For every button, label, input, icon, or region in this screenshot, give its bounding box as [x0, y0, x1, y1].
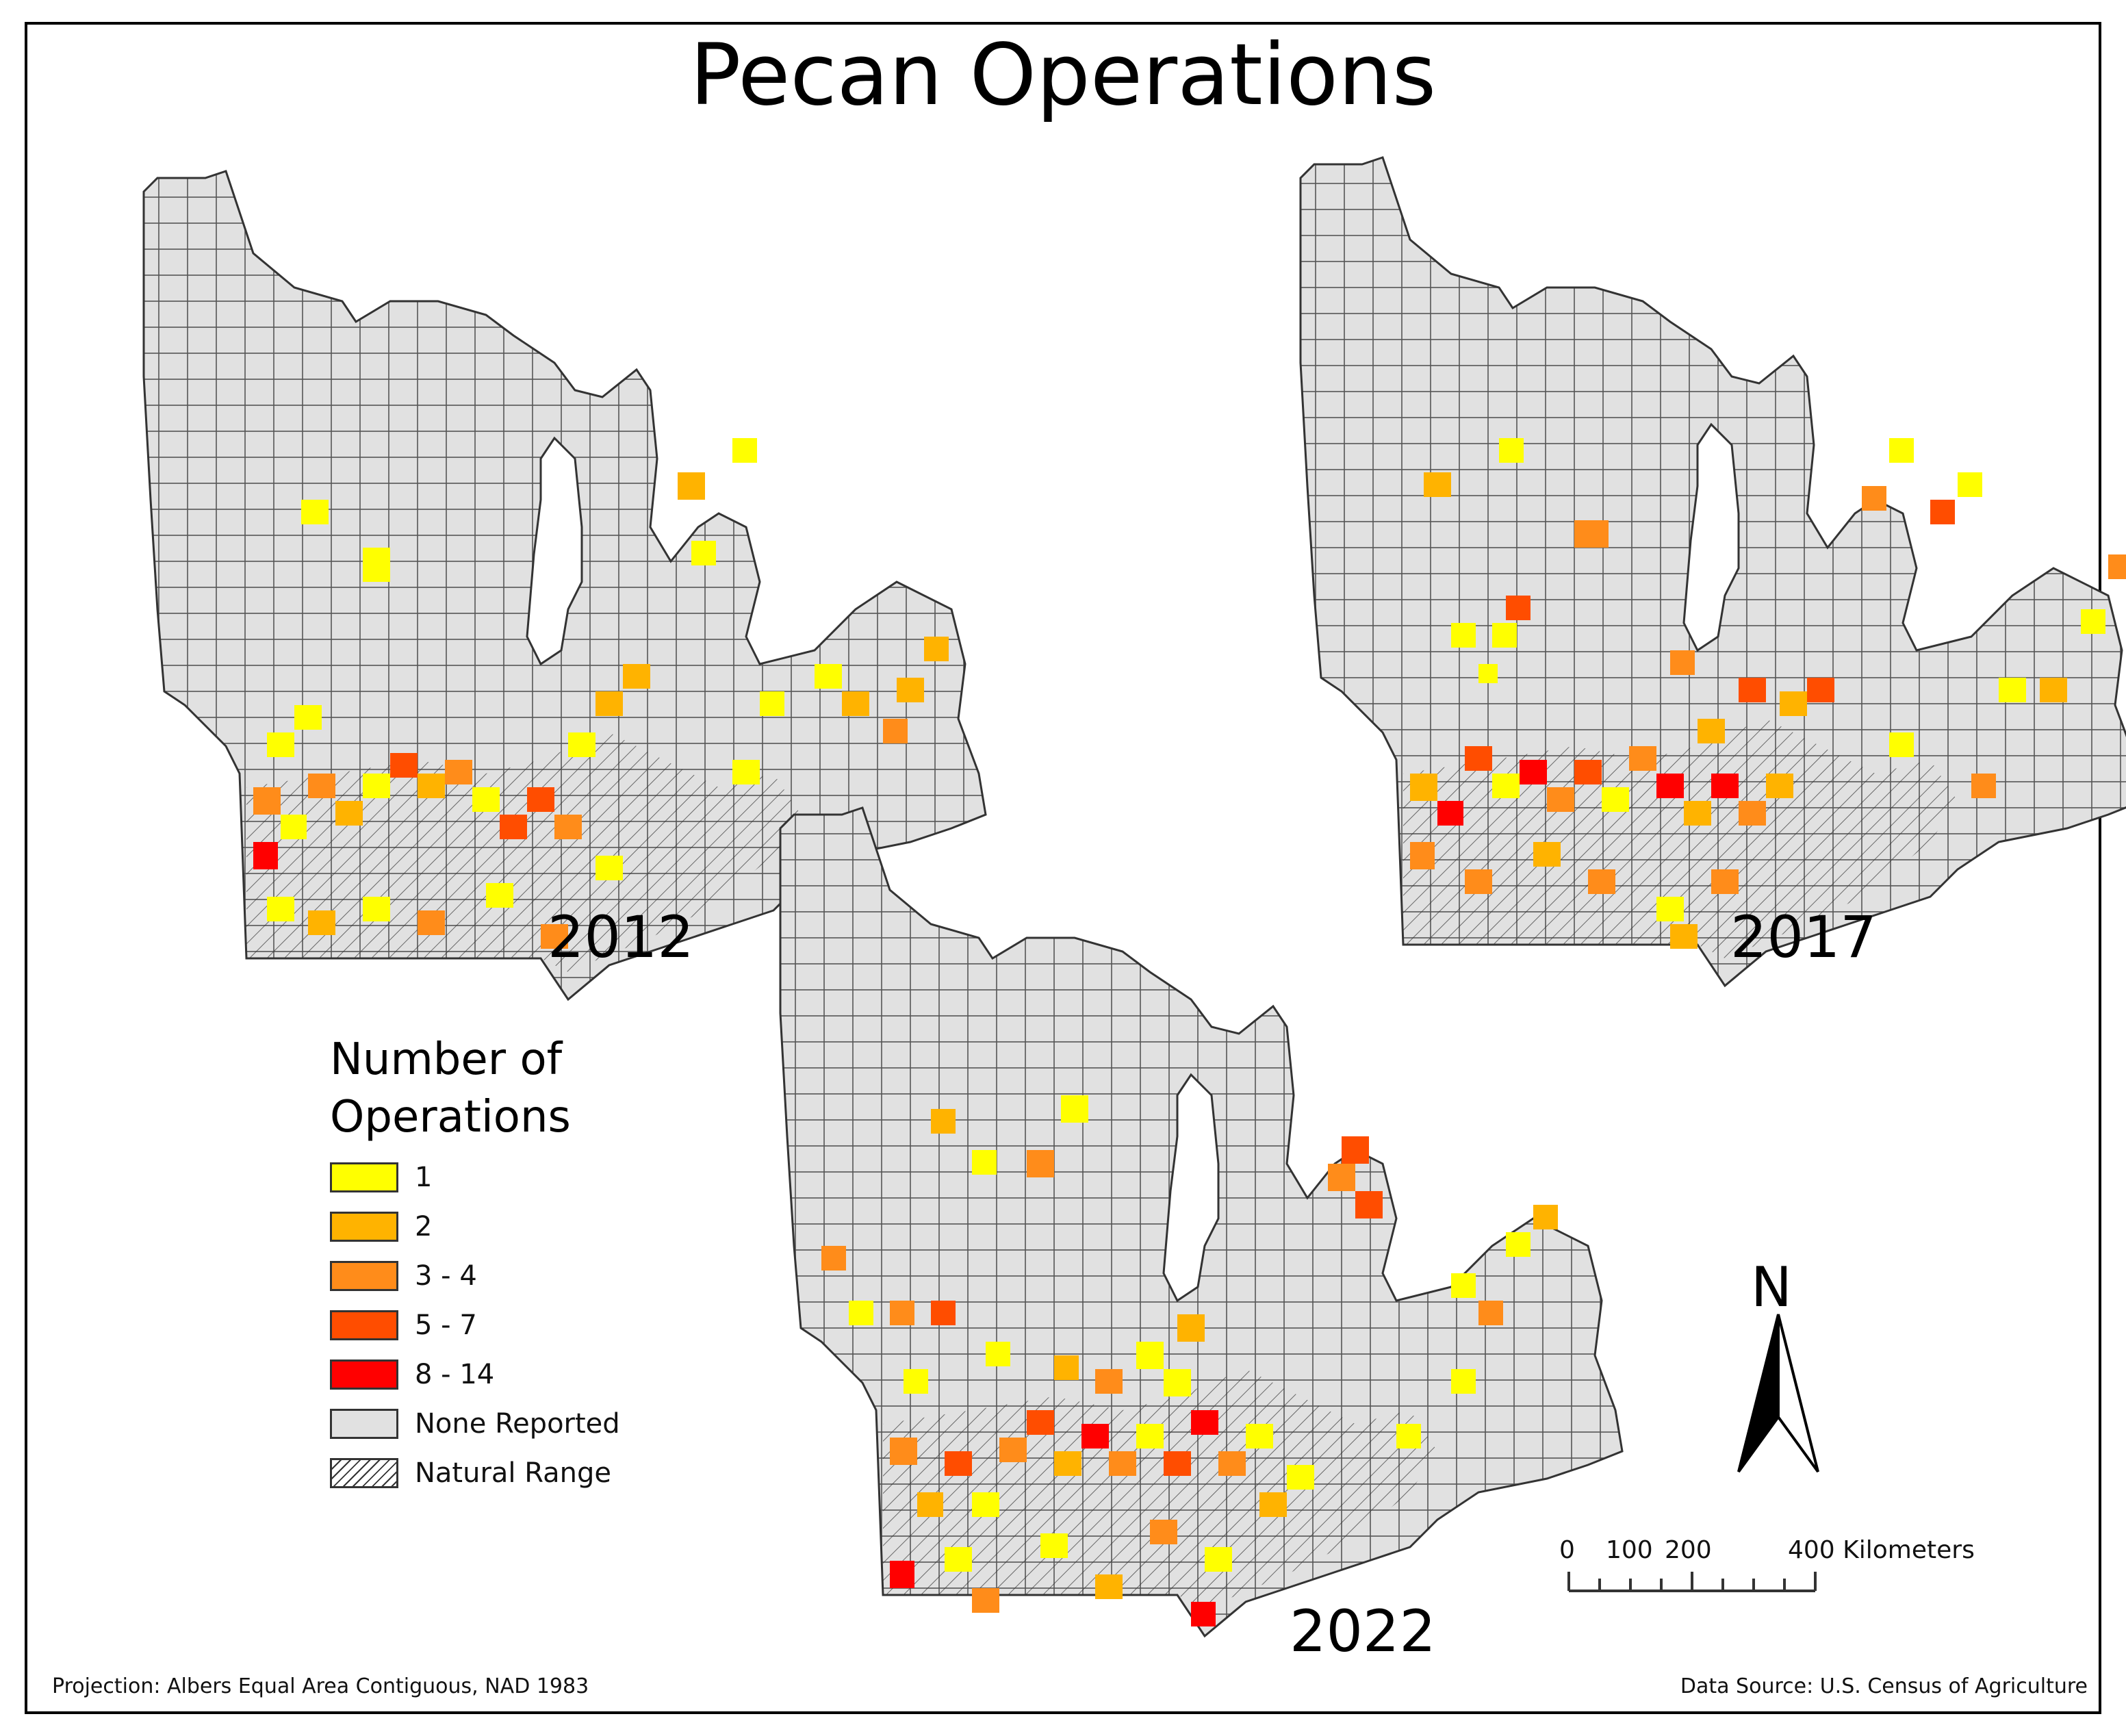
legend-swatch: [330, 1310, 398, 1340]
map-2017: [1299, 156, 2126, 988]
county-fills: [253, 438, 949, 949]
legend-item-none-reported: None Reported: [330, 1407, 620, 1440]
county-fills: [1410, 438, 2126, 949]
north-label: N: [1751, 1255, 1792, 1319]
year-label-2012: 2012: [548, 904, 694, 971]
year-label-2017: 2017: [1730, 904, 1877, 971]
scale-bar: [1567, 1572, 1817, 1592]
legend-swatch: [330, 1360, 398, 1390]
scale-label-100: 100: [1606, 1536, 1653, 1564]
legend-item-2: 2: [330, 1210, 432, 1243]
map-title: Pecan Operations: [689, 26, 1437, 125]
legend-swatch: [330, 1409, 398, 1439]
scale-label-400: 400 Kilometers: [1788, 1536, 1975, 1564]
county-fills: [821, 1095, 1558, 1626]
legend-swatch-hatch: [330, 1458, 398, 1488]
map-2012: [142, 170, 987, 1001]
legend-title: Number of Operations: [330, 1034, 571, 1143]
map-2022: [779, 806, 1624, 1638]
legend-item-1: 1: [330, 1161, 432, 1194]
legend-item-5-7: 5 - 7: [330, 1309, 477, 1342]
scale-label-0: 0: [1559, 1536, 1575, 1564]
legend-item-natural-range: Natural Range: [330, 1457, 611, 1490]
projection-note: Projection: Albers Equal Area Contiguous…: [52, 1674, 589, 1698]
legend-swatch: [330, 1212, 398, 1242]
north-arrow: [1737, 1314, 1819, 1473]
data-source-note: Data Source: U.S. Census of Agriculture: [1680, 1674, 2088, 1698]
lake-michigan: [1162, 1073, 1220, 1303]
lake-michigan: [1682, 422, 1740, 652]
legend-item-3-4: 3 - 4: [330, 1260, 477, 1292]
lake-michigan: [526, 436, 583, 666]
natural-range-area: [883, 1369, 1437, 1609]
legend-swatch: [330, 1162, 398, 1192]
year-label-2022: 2022: [1290, 1598, 1436, 1665]
legend-item-8-14: 8 - 14: [330, 1358, 494, 1391]
scale-label-200: 200: [1665, 1536, 1712, 1564]
legend-swatch: [330, 1261, 398, 1291]
